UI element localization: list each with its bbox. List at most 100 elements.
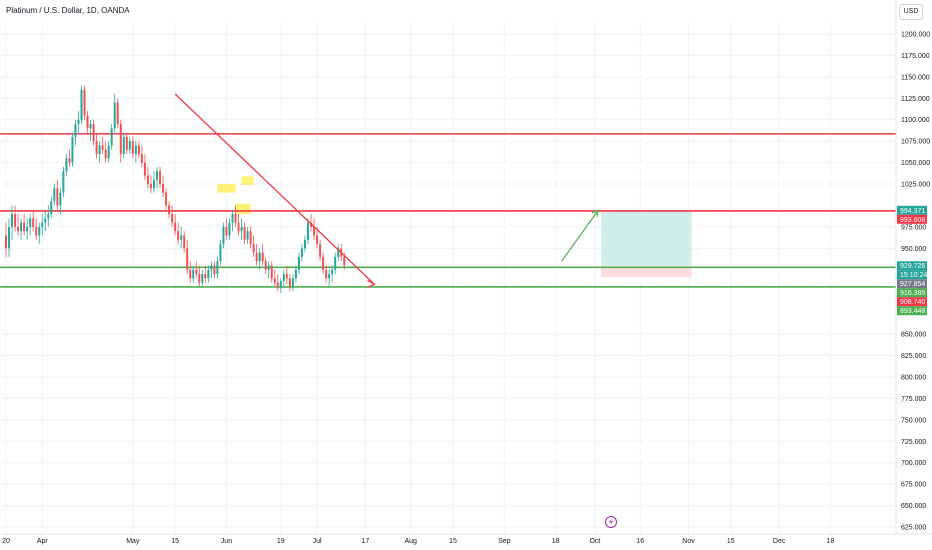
- candle-body: [180, 235, 183, 240]
- x-tick-label: Oct: [589, 538, 600, 545]
- candle-body: [17, 226, 20, 232]
- candle-body: [38, 226, 41, 236]
- candle-body: [162, 184, 165, 193]
- price-label: 929.726: [900, 263, 925, 270]
- candle-body: [267, 265, 270, 270]
- candle-body: [174, 222, 177, 232]
- candle-body: [204, 274, 207, 279]
- y-tick-label: 750.000: [901, 417, 926, 424]
- candle-body: [316, 235, 319, 245]
- candle-body: [50, 201, 53, 215]
- candle-body: [11, 214, 14, 227]
- y-tick-label: 650.000: [901, 503, 926, 510]
- candle-body: [198, 274, 201, 283]
- candle-body: [128, 141, 131, 150]
- candle-body: [53, 188, 56, 202]
- candle-body: [92, 124, 95, 142]
- candle-body: [201, 274, 204, 283]
- x-tick-label: 15: [171, 538, 179, 545]
- candle-body: [131, 141, 134, 155]
- candle-body: [252, 244, 255, 253]
- price-label-bg: [897, 214, 927, 224]
- x-tick-label: Sep: [498, 538, 511, 545]
- candle-body: [294, 269, 297, 279]
- candle-body: [288, 278, 291, 287]
- candle-body: [32, 218, 35, 227]
- candle-body: [334, 256, 337, 270]
- candle-body: [113, 102, 116, 129]
- x-axis: 20 Apr May 15 Jun 19 Jul 17 Aug 15 Sep 18 Oct 16 Nov 15…: [0, 533, 932, 545]
- candle-body: [183, 235, 186, 249]
- x-tick-label: Dec: [773, 538, 786, 545]
- x-tick-label: 19: [277, 538, 285, 545]
- projection-arrow: [561, 210, 599, 262]
- y-tick-label: 850.000: [901, 332, 926, 339]
- candle-body: [47, 214, 50, 219]
- candle-body: [291, 278, 294, 287]
- candle-body: [165, 192, 168, 206]
- candle-body: [189, 269, 192, 279]
- y-tick-label: 975.000: [901, 224, 926, 231]
- y-tick-label: 1050.000: [901, 160, 930, 167]
- x-tick-label: 17: [361, 538, 369, 545]
- candle-body: [282, 274, 285, 281]
- lightning-icon[interactable]: [605, 516, 617, 528]
- price-labels: 994.371 993.608 929.726 15:10:24 927.854 916.…: [897, 205, 927, 316]
- chart-title: Platinum / U.S. Dollar, 1D, OANDA: [6, 6, 130, 15]
- candle-body: [219, 244, 222, 262]
- candle-body: [98, 145, 101, 155]
- candle-body: [5, 235, 7, 249]
- candle-body: [110, 128, 113, 146]
- y-tick-label: 1150.000: [901, 74, 930, 81]
- candle-body: [152, 179, 155, 189]
- x-tick-label: Apr: [37, 538, 49, 545]
- candle-body: [207, 269, 210, 279]
- candle-body: [192, 269, 195, 279]
- x-tick-label: Nov: [682, 538, 695, 545]
- candle-body: [26, 226, 29, 232]
- candle-body: [276, 282, 279, 287]
- y-tick-label: 800.000: [901, 374, 926, 381]
- x-tick-label: May: [126, 538, 140, 545]
- candle-body: [8, 226, 11, 249]
- candle-body: [177, 231, 180, 240]
- candle-body: [80, 89, 83, 120]
- currency-button[interactable]: USD: [899, 4, 923, 20]
- price-label: 893.448: [900, 308, 925, 315]
- candle-body: [231, 214, 234, 223]
- candle-body: [222, 226, 225, 245]
- candle-body: [300, 248, 303, 257]
- candle-body: [246, 231, 249, 240]
- price-label-bg: [897, 288, 927, 298]
- price-label-bg: [897, 279, 927, 289]
- candle-body: [322, 256, 325, 270]
- candle-body: [77, 119, 80, 125]
- candle-body: [140, 154, 143, 163]
- x-tick-label: 15: [449, 538, 457, 545]
- candle-body: [116, 102, 119, 125]
- x-tick-label: Jul: [313, 538, 322, 545]
- candle-body: [143, 162, 146, 176]
- candle-body: [107, 145, 110, 159]
- target-zone: [600, 210, 692, 266]
- candle-body: [104, 149, 107, 159]
- price-label: 908.740: [900, 299, 925, 306]
- candle-body: [310, 222, 313, 227]
- y-tick-label: 675.000: [901, 482, 926, 489]
- x-tick-label: Aug: [404, 538, 417, 545]
- candle-body: [95, 141, 98, 155]
- candle-body: [228, 222, 231, 236]
- candle-body: [74, 124, 77, 137]
- candle-body: [29, 218, 32, 227]
- candle-body: [101, 145, 104, 150]
- y-tick-label: 1200.000: [901, 32, 930, 39]
- candle-body: [303, 239, 306, 249]
- candles: [5, 85, 346, 293]
- candle-body: [68, 158, 71, 163]
- candle-body: [35, 226, 38, 236]
- candle-body: [264, 261, 267, 270]
- candle-body: [313, 226, 316, 236]
- candle-body: [125, 136, 128, 150]
- x-tick-label: 18: [552, 538, 560, 545]
